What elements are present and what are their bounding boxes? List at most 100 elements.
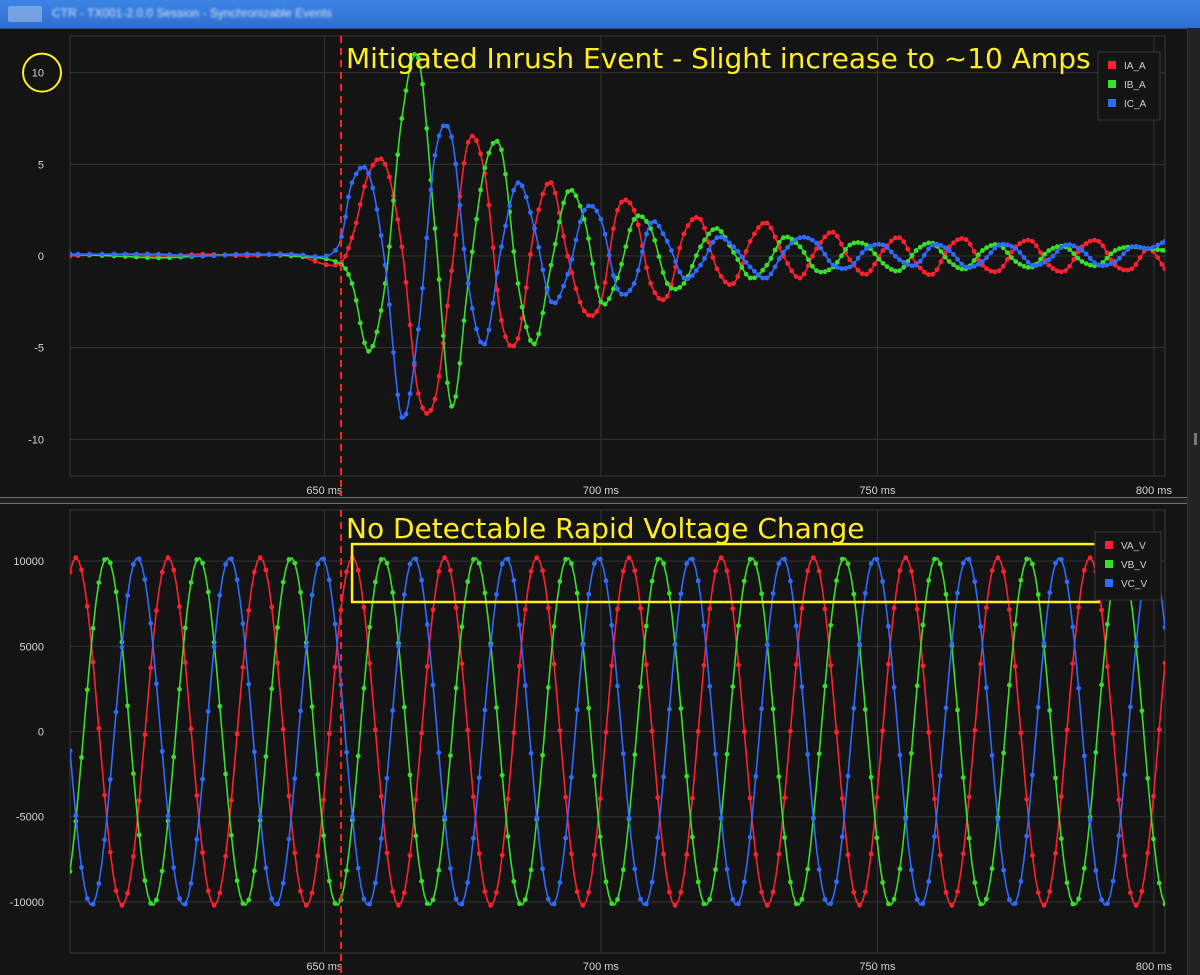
voltage-point <box>102 557 107 562</box>
voltage-point <box>661 851 666 857</box>
voltage-point <box>724 568 730 574</box>
voltage-point <box>419 730 424 736</box>
voltage-point <box>609 663 615 668</box>
voltage-point <box>378 836 384 842</box>
current-point <box>747 238 753 244</box>
voltage-legend-label[interactable]: VA_V <box>1121 541 1146 552</box>
current-point <box>416 391 421 396</box>
current-point <box>901 239 907 245</box>
voltage-point <box>355 753 361 759</box>
voltage-point <box>799 896 805 902</box>
voltage-point <box>188 881 194 886</box>
current-point <box>834 233 840 239</box>
current-point <box>880 242 886 248</box>
voltage-point <box>494 592 499 597</box>
voltage-point <box>966 794 972 800</box>
voltage-legend-label[interactable]: VB_V <box>1121 560 1147 571</box>
voltage-point <box>125 593 130 598</box>
current-point <box>99 251 105 257</box>
current-point <box>382 281 388 286</box>
current-point <box>1038 256 1043 262</box>
current-point <box>718 273 724 279</box>
current-point <box>586 236 591 242</box>
current-point <box>905 246 911 252</box>
current-point <box>494 138 500 144</box>
current-point <box>515 336 521 341</box>
current-point <box>1133 243 1139 249</box>
voltage-point <box>839 796 845 801</box>
current-point <box>739 265 745 270</box>
voltage-point <box>678 706 684 711</box>
current-point <box>934 267 940 273</box>
current-point <box>244 251 250 257</box>
current-point <box>233 252 239 257</box>
voltage-point <box>505 796 511 802</box>
voltage-point <box>73 555 79 561</box>
current-legend-label[interactable]: IA_A <box>1124 61 1146 72</box>
voltage-point <box>978 901 983 907</box>
current-point <box>897 268 902 274</box>
chart-splitter[interactable] <box>0 497 1188 504</box>
voltage-legend-label[interactable]: VC_V <box>1121 579 1147 590</box>
voltage-point <box>551 661 557 667</box>
app-icon <box>8 6 42 22</box>
voltage-point <box>269 896 275 902</box>
vertical-scrollbar[interactable] <box>1187 28 1200 975</box>
voltage-point <box>586 591 592 597</box>
current-point <box>503 223 508 229</box>
current-point <box>1083 241 1089 246</box>
voltage-point <box>949 902 955 908</box>
scrollbar-thumb[interactable] <box>1194 433 1197 445</box>
current-point <box>507 343 513 348</box>
current-point <box>499 317 504 323</box>
current-point <box>946 259 952 264</box>
voltage-point <box>390 889 396 894</box>
voltage-point <box>632 752 638 758</box>
current-point <box>660 270 666 275</box>
current-point <box>544 181 550 187</box>
voltage-point <box>205 888 211 894</box>
current-point <box>922 269 927 275</box>
current-point <box>552 300 558 306</box>
current-point <box>664 281 670 286</box>
voltage-point <box>753 852 759 857</box>
current-point <box>801 234 807 240</box>
voltage-point <box>903 816 909 822</box>
voltage-point <box>482 707 488 713</box>
current-point <box>602 301 608 307</box>
current-point <box>851 261 857 266</box>
voltage-point <box>753 774 759 779</box>
highlight-circle <box>22 52 62 93</box>
current-point <box>743 249 749 254</box>
voltage-point <box>471 835 476 841</box>
current-point <box>988 268 994 274</box>
current-point <box>1042 251 1048 257</box>
current-point <box>893 253 898 259</box>
current-point <box>615 286 620 292</box>
voltage-point <box>690 556 695 562</box>
voltage-chart[interactable]: 10000 5000 0 -5000 -10000 650 ms 700 ms 750 ms 8… <box>0 502 1188 975</box>
current-ytick-label: 10 <box>32 68 44 80</box>
current-point <box>1046 257 1052 263</box>
voltage-point <box>759 706 764 712</box>
current-point <box>424 126 430 131</box>
current-point <box>1021 238 1027 244</box>
voltage-point <box>891 684 897 690</box>
voltage-point <box>257 555 263 561</box>
current-legend-label[interactable]: IC_A <box>1124 99 1147 110</box>
current-point <box>362 164 367 170</box>
voltage-point <box>448 568 453 573</box>
current-point <box>702 256 707 261</box>
current-legend-swatch <box>1108 99 1116 107</box>
voltage-point <box>321 556 326 562</box>
current-point <box>403 279 409 285</box>
voltage-point <box>932 834 937 839</box>
current-chart[interactable]: 10 5 0 -5 -10 650 ms 700 ms 750 ms 800 ms Mitigat… <box>0 28 1188 497</box>
current-legend[interactable]: IA_A IB_A IC_A <box>1097 51 1161 121</box>
current-legend-label[interactable]: IB_A <box>1124 80 1146 91</box>
current-point <box>465 281 471 286</box>
voltage-point <box>436 569 442 574</box>
current-point <box>631 281 637 286</box>
voltage-legend[interactable]: VA_V VB_V VC_V <box>1094 531 1162 601</box>
voltage-point <box>862 889 868 895</box>
